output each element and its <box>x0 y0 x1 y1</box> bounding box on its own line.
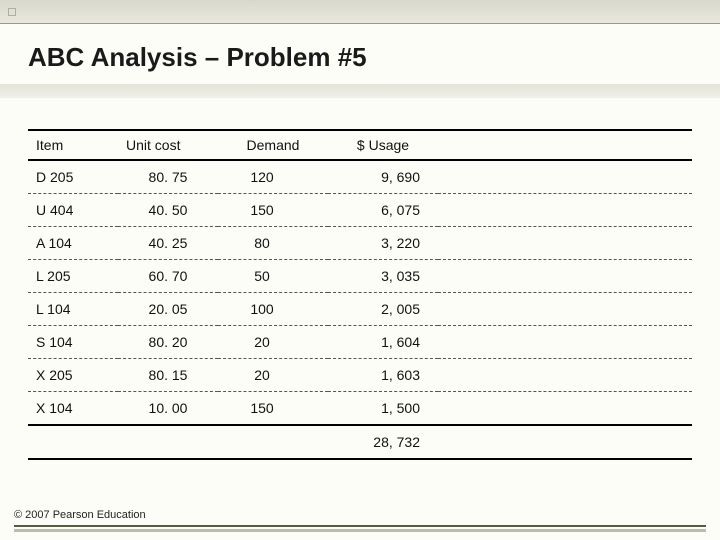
top-decorative-band <box>0 0 720 24</box>
table-row: D 205 80. 75 120 9, 690 <box>28 160 692 194</box>
cell-total-blank <box>438 425 692 459</box>
cell-unit-cost: 80. 20 <box>118 326 218 359</box>
table-row: A 104 40. 25 80 3, 220 <box>28 227 692 260</box>
cell-usage: 3, 035 <box>328 260 438 293</box>
cell-item: X 205 <box>28 359 118 392</box>
cell-pad <box>438 194 692 227</box>
table-row: L 205 60. 70 50 3, 035 <box>28 260 692 293</box>
cell-unit-cost: 40. 50 <box>118 194 218 227</box>
cell-item: D 205 <box>28 160 118 194</box>
title-underline-band <box>0 84 720 98</box>
cell-usage: 2, 005 <box>328 293 438 326</box>
cell-total-blank <box>118 425 218 459</box>
cell-unit-cost: 80. 75 <box>118 160 218 194</box>
cell-pad <box>438 160 692 194</box>
cell-item: A 104 <box>28 227 118 260</box>
col-header-demand: Demand <box>218 130 328 160</box>
cell-demand: 80 <box>218 227 328 260</box>
abc-analysis-table: Item Unit cost Demand $ Usage D 205 80. … <box>28 129 692 460</box>
cell-demand: 150 <box>218 194 328 227</box>
cell-unit-cost: 60. 70 <box>118 260 218 293</box>
cell-total-blank <box>28 425 118 459</box>
cell-unit-cost: 20. 05 <box>118 293 218 326</box>
table-row: X 205 80. 15 20 1, 603 <box>28 359 692 392</box>
cell-usage: 1, 603 <box>328 359 438 392</box>
col-header-pad <box>438 130 692 160</box>
cell-usage: 1, 604 <box>328 326 438 359</box>
cell-pad <box>438 392 692 426</box>
accent-square-icon <box>8 8 16 16</box>
cell-unit-cost: 40. 25 <box>118 227 218 260</box>
cell-demand: 20 <box>218 359 328 392</box>
table-row: S 104 80. 20 20 1, 604 <box>28 326 692 359</box>
footer-rule-light <box>14 529 706 532</box>
table-row: X 104 10. 00 150 1, 500 <box>28 392 692 426</box>
table-total-row: 28, 732 <box>28 425 692 459</box>
cell-demand: 50 <box>218 260 328 293</box>
table-header-row: Item Unit cost Demand $ Usage <box>28 130 692 160</box>
cell-demand: 20 <box>218 326 328 359</box>
cell-demand: 150 <box>218 392 328 426</box>
cell-demand: 120 <box>218 160 328 194</box>
cell-unit-cost: 80. 15 <box>118 359 218 392</box>
slide-content: ABC Analysis – Problem #5 Item Unit cost… <box>0 24 720 540</box>
col-header-unit-cost: Unit cost <box>118 130 218 160</box>
cell-pad <box>438 260 692 293</box>
cell-pad <box>438 227 692 260</box>
table-row: U 404 40. 50 150 6, 075 <box>28 194 692 227</box>
abc-analysis-table-wrap: Item Unit cost Demand $ Usage D 205 80. … <box>28 129 692 460</box>
cell-usage: 9, 690 <box>328 160 438 194</box>
cell-pad <box>438 293 692 326</box>
page-title: ABC Analysis – Problem #5 <box>28 42 692 87</box>
cell-pad <box>438 326 692 359</box>
footer-rule-dark <box>14 525 706 527</box>
cell-usage: 6, 075 <box>328 194 438 227</box>
table-row: L 104 20. 05 100 2, 005 <box>28 293 692 326</box>
col-header-usage: $ Usage <box>328 130 438 160</box>
cell-pad <box>438 359 692 392</box>
cell-total-blank <box>218 425 328 459</box>
cell-item: X 104 <box>28 392 118 426</box>
cell-usage: 1, 500 <box>328 392 438 426</box>
cell-item: L 205 <box>28 260 118 293</box>
copyright-text: © 2007 Pearson Education <box>14 509 706 525</box>
cell-item: S 104 <box>28 326 118 359</box>
col-header-item: Item <box>28 130 118 160</box>
cell-usage: 3, 220 <box>328 227 438 260</box>
cell-unit-cost: 10. 00 <box>118 392 218 426</box>
cell-demand: 100 <box>218 293 328 326</box>
cell-item: L 104 <box>28 293 118 326</box>
cell-total-usage: 28, 732 <box>328 425 438 459</box>
cell-item: U 404 <box>28 194 118 227</box>
slide-footer: © 2007 Pearson Education <box>0 509 720 540</box>
